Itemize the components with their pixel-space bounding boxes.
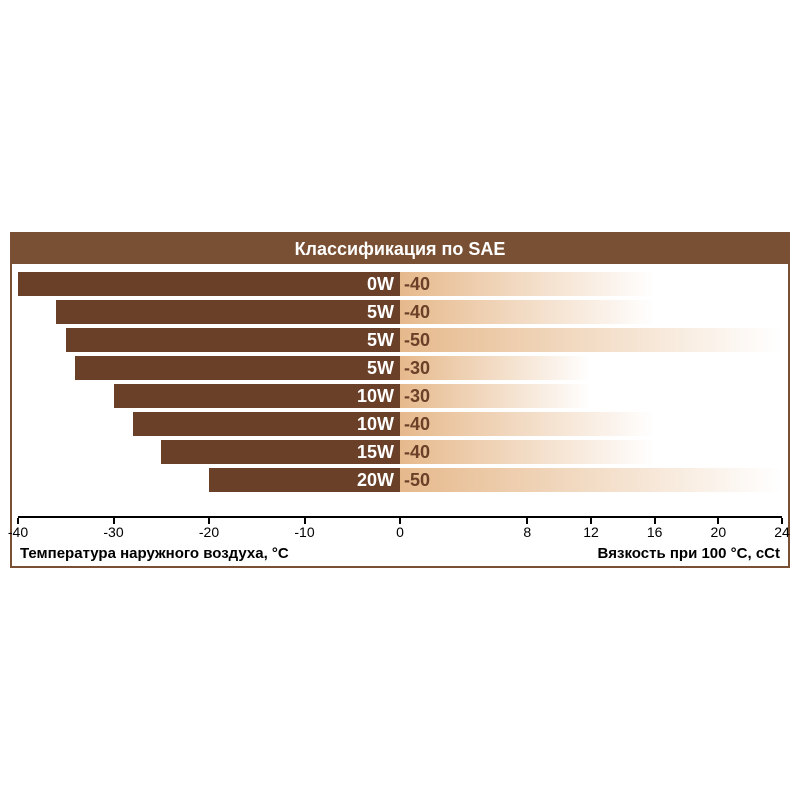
winter-grade-label: 10W <box>18 412 400 436</box>
winter-grade-label: 5W <box>18 300 400 324</box>
winter-grade-label: 15W <box>18 440 400 464</box>
winter-grade-label: 10W <box>18 384 400 408</box>
axis-tick-label: 24 <box>774 524 790 540</box>
grade-row: 10W-40 <box>18 412 782 436</box>
hot-grade-label: -40 <box>400 412 430 436</box>
axis-tick-label: 0 <box>396 524 404 540</box>
hot-range-bar <box>400 328 782 352</box>
axis-tick-label: 8 <box>523 524 531 540</box>
axis-right-label: Вязкость при 100 °C, cCt <box>597 545 780 562</box>
grade-row: 15W-40 <box>18 440 782 464</box>
chart-title: Классификация по SAE <box>12 234 788 264</box>
grade-row: 5W-50 <box>18 328 782 352</box>
winter-grade-label: 5W <box>18 356 400 380</box>
hot-grade-label: -40 <box>400 272 430 296</box>
grade-row: 20W-50 <box>18 468 782 492</box>
axis-tick-label: -20 <box>199 524 219 540</box>
axis-tick-label: -10 <box>294 524 314 540</box>
hot-range-bar <box>400 468 782 492</box>
hot-grade-label: -50 <box>400 468 430 492</box>
winter-grade-label: 20W <box>18 468 400 492</box>
axis-tick-label: 20 <box>711 524 727 540</box>
sae-chart: Классификация по SAE 0W-405W-405W-505W-3… <box>10 232 790 568</box>
hot-range-bar <box>400 300 655 324</box>
axis-tick-label: -30 <box>103 524 123 540</box>
axis-tick-label: 16 <box>647 524 663 540</box>
hot-grade-label: -50 <box>400 328 430 352</box>
grade-row: 5W-30 <box>18 356 782 380</box>
hot-range-bar <box>400 272 655 296</box>
hot-grade-label: -40 <box>400 300 430 324</box>
x-axis: -40-30-20-100812162024 <box>18 516 782 536</box>
grade-row: 0W-40 <box>18 272 782 296</box>
winter-grade-label: 5W <box>18 328 400 352</box>
hot-range-bar <box>400 440 655 464</box>
hot-grade-label: -30 <box>400 356 430 380</box>
plot-area: 0W-405W-405W-505W-3010W-3010W-4015W-4020… <box>18 270 782 518</box>
hot-grade-label: -30 <box>400 384 430 408</box>
grade-row: 10W-30 <box>18 384 782 408</box>
axis-tick-label: 12 <box>583 524 599 540</box>
axis-tick-label: -40 <box>8 524 28 540</box>
winter-grade-label: 0W <box>18 272 400 296</box>
axis-left-label: Температура наружного воздуха, °C <box>20 545 289 562</box>
hot-range-bar <box>400 412 655 436</box>
hot-grade-label: -40 <box>400 440 430 464</box>
grade-row: 5W-40 <box>18 300 782 324</box>
